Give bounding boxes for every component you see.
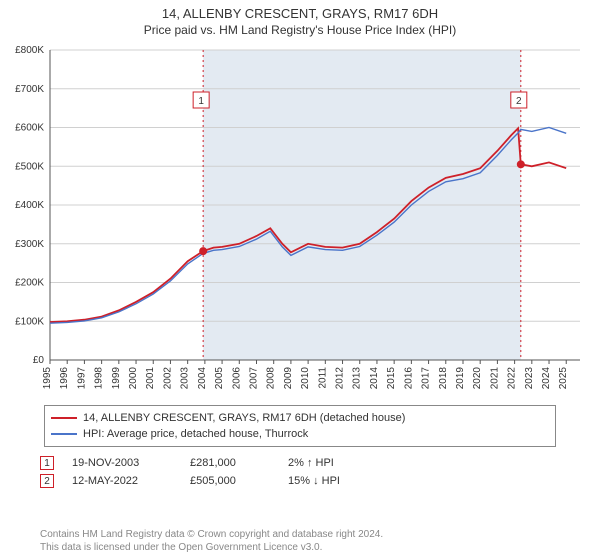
svg-text:2: 2: [516, 96, 522, 107]
sale-diff: 15% ↓ HPI: [288, 475, 388, 487]
svg-text:2011: 2011: [317, 367, 328, 389]
svg-text:£200K: £200K: [15, 278, 44, 289]
svg-text:£700K: £700K: [15, 84, 44, 95]
page-title: 14, ALLENBY CRESCENT, GRAYS, RM17 6DH: [0, 0, 600, 21]
svg-text:2013: 2013: [352, 367, 363, 390]
svg-text:2002: 2002: [162, 367, 173, 390]
sales-table: 1 19-NOV-2003 £281,000 2% ↑ HPI 2 12-MAY-2022…: [40, 452, 560, 492]
svg-text:2022: 2022: [507, 367, 518, 390]
svg-text:2017: 2017: [421, 367, 432, 390]
svg-text:£800K: £800K: [15, 45, 44, 56]
svg-text:£500K: £500K: [15, 161, 44, 172]
svg-text:2008: 2008: [266, 367, 277, 390]
svg-text:2010: 2010: [300, 367, 311, 390]
sale-marker-box: 1: [40, 456, 54, 470]
svg-text:2000: 2000: [128, 367, 139, 390]
svg-text:2001: 2001: [145, 367, 156, 390]
svg-text:2003: 2003: [180, 367, 191, 390]
svg-text:2021: 2021: [489, 367, 500, 390]
legend-item: HPI: Average price, detached house, Thur…: [51, 426, 549, 442]
legend-label: HPI: Average price, detached house, Thur…: [83, 426, 308, 442]
svg-text:1997: 1997: [76, 367, 87, 390]
svg-text:2009: 2009: [283, 367, 294, 390]
svg-text:2020: 2020: [472, 367, 483, 390]
sale-row: 1 19-NOV-2003 £281,000 2% ↑ HPI: [40, 456, 560, 470]
sale-price: £281,000: [190, 457, 270, 469]
sale-row: 2 12-MAY-2022 £505,000 15% ↓ HPI: [40, 474, 560, 488]
svg-text:2015: 2015: [386, 367, 397, 390]
legend-label: 14, ALLENBY CRESCENT, GRAYS, RM17 6DH (d…: [83, 410, 405, 426]
svg-text:2024: 2024: [541, 367, 552, 390]
svg-text:2006: 2006: [231, 367, 242, 390]
sale-diff: 2% ↑ HPI: [288, 457, 388, 469]
svg-text:£300K: £300K: [15, 239, 44, 250]
chart-legend: 14, ALLENBY CRESCENT, GRAYS, RM17 6DH (d…: [44, 405, 556, 447]
price-chart: £0 £100K £200K £300K £400K £500K £600K £700K £80…: [0, 40, 600, 400]
svg-text:1995: 1995: [42, 367, 53, 390]
svg-text:1: 1: [198, 96, 204, 107]
sale-date: 19-NOV-2003: [72, 457, 172, 469]
attribution-line: This data is licensed under the Open Gov…: [40, 541, 580, 554]
svg-text:£400K: £400K: [15, 200, 44, 211]
svg-text:2016: 2016: [403, 367, 414, 390]
svg-text:2007: 2007: [248, 367, 259, 390]
svg-text:£600K: £600K: [15, 123, 44, 134]
sale-marker-box: 2: [40, 474, 54, 488]
svg-text:£100K: £100K: [15, 316, 44, 327]
legend-swatch: [51, 433, 77, 435]
svg-text:2004: 2004: [197, 367, 208, 390]
svg-text:2012: 2012: [335, 367, 346, 390]
svg-text:2023: 2023: [524, 367, 535, 390]
svg-text:2025: 2025: [558, 367, 569, 390]
svg-text:1998: 1998: [94, 367, 105, 390]
attribution-line: Contains HM Land Registry data © Crown c…: [40, 528, 580, 541]
svg-text:2018: 2018: [438, 367, 449, 390]
svg-text:2014: 2014: [369, 367, 380, 390]
sale-price: £505,000: [190, 475, 270, 487]
svg-text:2019: 2019: [455, 367, 466, 390]
legend-item: 14, ALLENBY CRESCENT, GRAYS, RM17 6DH (d…: [51, 410, 549, 426]
svg-text:£0: £0: [33, 355, 45, 366]
svg-text:2005: 2005: [214, 367, 225, 390]
legend-swatch: [51, 417, 77, 419]
sale-date: 12-MAY-2022: [72, 475, 172, 487]
svg-text:1999: 1999: [111, 367, 122, 390]
page-subtitle: Price paid vs. HM Land Registry's House …: [0, 23, 600, 37]
svg-text:1996: 1996: [59, 367, 70, 390]
attribution: Contains HM Land Registry data © Crown c…: [40, 528, 580, 554]
